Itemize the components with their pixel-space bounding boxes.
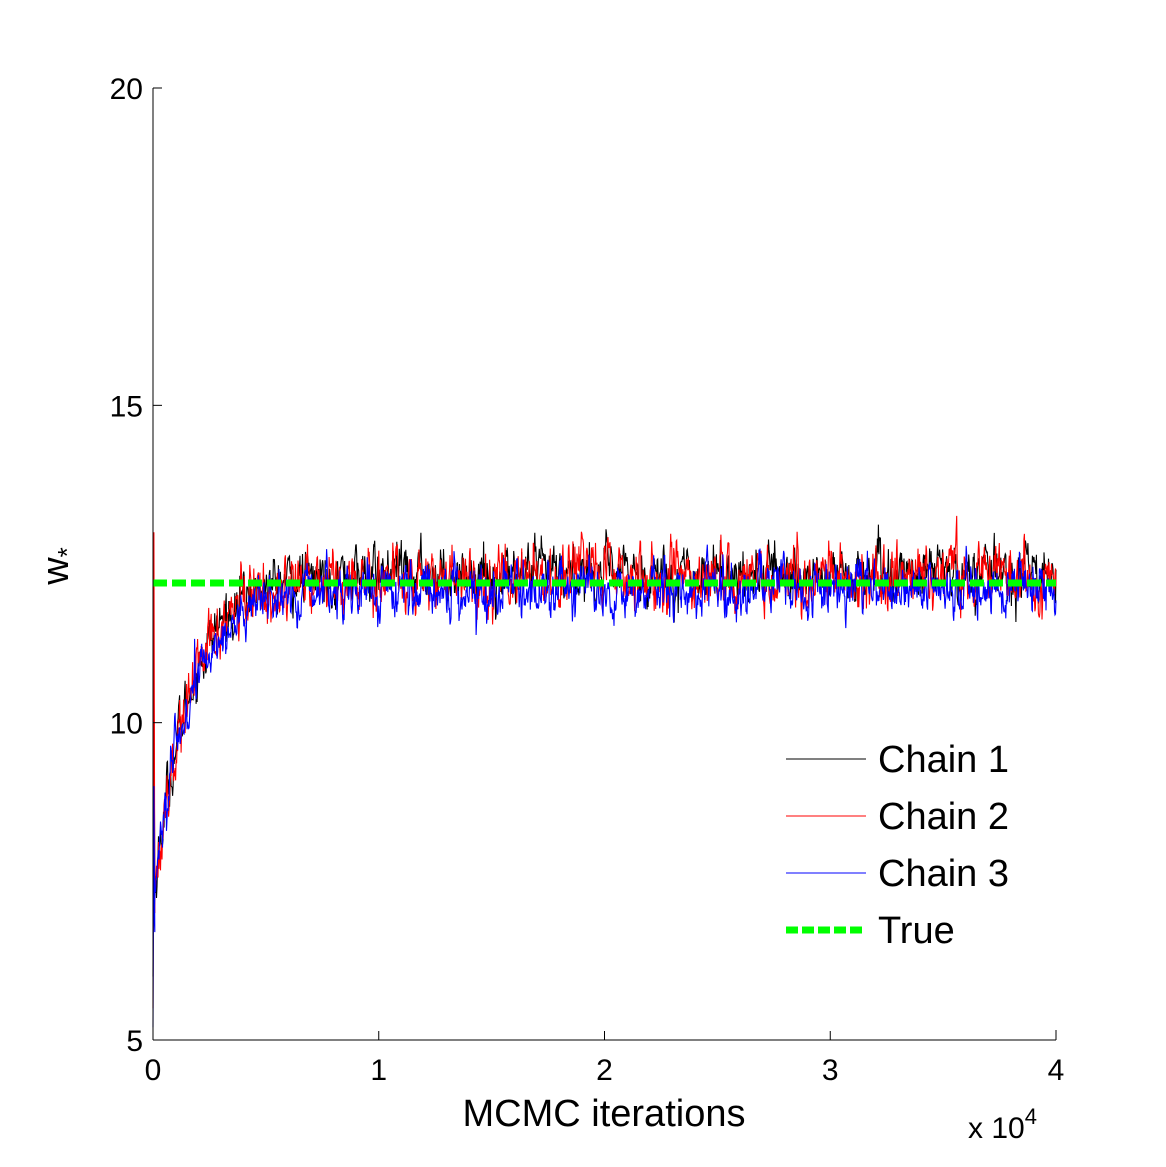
y-tick-label: 10 (110, 708, 143, 741)
legend: Chain 1 Chain 2 Chain 3 True (786, 739, 1009, 952)
legend-label: True (878, 910, 955, 952)
y-ticks: 5 10 15 20 (110, 73, 162, 1058)
x-ticks: 0 1 2 3 4 (145, 1031, 1065, 1087)
legend-label: Chain 3 (878, 853, 1009, 895)
legend-label: Chain 1 (878, 739, 1009, 781)
y-tick-label: 20 (110, 73, 143, 106)
x-multiplier: x 104 (968, 1104, 1037, 1145)
x-tick-label: 1 (370, 1054, 387, 1087)
y-tick-label: 5 (126, 1025, 143, 1058)
y-axis-label-group: w* (35, 547, 82, 586)
y-tick-label: 15 (110, 390, 143, 423)
x-multiplier-base: x 10 (968, 1112, 1025, 1145)
svg-text:w*: w* (35, 547, 82, 586)
x-axis-label: MCMC iterations (463, 1093, 746, 1135)
x-tick-label: 2 (596, 1054, 613, 1087)
series-line-3 (152, 544, 1057, 1028)
y-axis-label-subscript: * (52, 547, 82, 557)
x-tick-label: 3 (822, 1054, 839, 1087)
y-axis-label: w (35, 557, 77, 586)
series-layer (152, 515, 1057, 1028)
x-tick-label: 4 (1048, 1054, 1065, 1087)
legend-label: Chain 2 (878, 796, 1009, 838)
x-tick-label: 0 (145, 1054, 162, 1087)
x-multiplier-exponent: 4 (1025, 1104, 1037, 1129)
